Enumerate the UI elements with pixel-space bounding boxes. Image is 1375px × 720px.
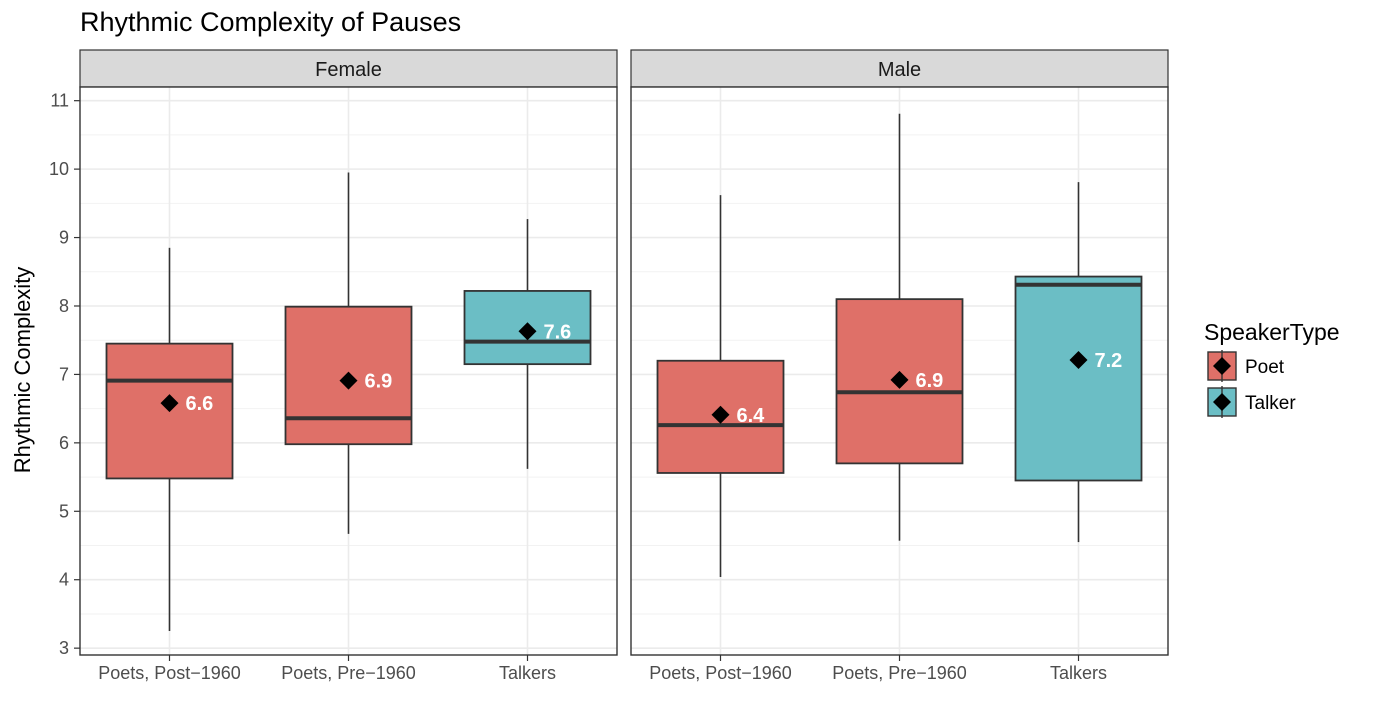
mean-label: 7.6 [544,321,572,343]
facet-strip-label: Female [315,59,382,81]
facet-strip [630,49,1169,88]
mean-label: 6.9 [365,371,393,393]
facet-panel-male: Male 6.4 Poets, Post−1960 6.9 Poets, Pre−196… [630,49,1169,683]
legend-mean-marker [1213,357,1231,375]
x-tick-label: Poets, Pre−1960 [832,663,967,683]
mean-label: 6.9 [916,370,944,392]
legend-label: Talker [1245,393,1296,414]
box-talkers: 7.6 [463,219,592,469]
mean-marker [711,405,730,424]
x-tick-label: Poets, Pre−1960 [281,663,416,683]
y-tick-label: 11 [50,91,69,111]
x-tick-label: Poets, Post−1960 [98,663,241,683]
y-tick-label: 7 [59,364,69,384]
x-tick-label: Poets, Post−1960 [649,663,792,683]
panel-border [79,86,618,656]
box-poets-post-1960: 6.4 [656,195,785,577]
y-tick-label: 10 [49,159,69,179]
y-tick-label: 9 [59,228,69,248]
y-tick-label: 5 [59,501,69,521]
mean-marker [890,370,909,389]
legend-label: Poet [1245,357,1285,378]
y-tick-label: 3 [59,638,69,658]
mean-marker [160,394,179,413]
y-axis-title: Rhythmic Complexity [10,267,35,474]
mean-marker [1069,351,1088,370]
box-poets-pre-1960: 6.9 [835,113,964,541]
y-tick-label: 6 [59,433,69,453]
legend-key-talker: Talker [1207,386,1296,418]
x-tick-label: Talkers [1050,663,1107,683]
legend-key-poet: Poet [1207,350,1285,382]
y-tick-label: 8 [59,296,69,316]
y-tick-label: 4 [59,570,69,590]
mean-marker [339,371,358,390]
legend: SpeakerType Poet Talker [1204,319,1340,418]
box-poets-post-1960: 6.6 [105,247,234,632]
box-poets-pre-1960: 6.9 [284,172,413,534]
x-tick-label: Talkers [499,663,556,683]
box-iqr [1014,275,1143,482]
legend-title: SpeakerType [1204,319,1340,345]
facet-strip [79,49,618,88]
mean-label: 6.4 [737,405,766,427]
chart-title: Rhythmic Complexity of Pauses [80,7,461,37]
y-axis: 3 4 5 6 7 8 9 10 11 [49,91,80,658]
facet-panel-female: Female 6.6 Poets, Post−1960 6.9 Poets, Pre−1… [79,49,618,683]
mean-label: 7.2 [1095,350,1123,372]
mean-label: 6.6 [186,393,214,415]
mean-marker [518,322,537,341]
facet-strip-label: Male [878,59,921,81]
facet-panels: Female 6.6 Poets, Post−1960 6.9 Poets, Pre−1… [79,49,1169,683]
legend-mean-marker [1213,393,1231,411]
panel-border [630,86,1169,656]
box-talkers: 7.2 [1014,182,1143,543]
